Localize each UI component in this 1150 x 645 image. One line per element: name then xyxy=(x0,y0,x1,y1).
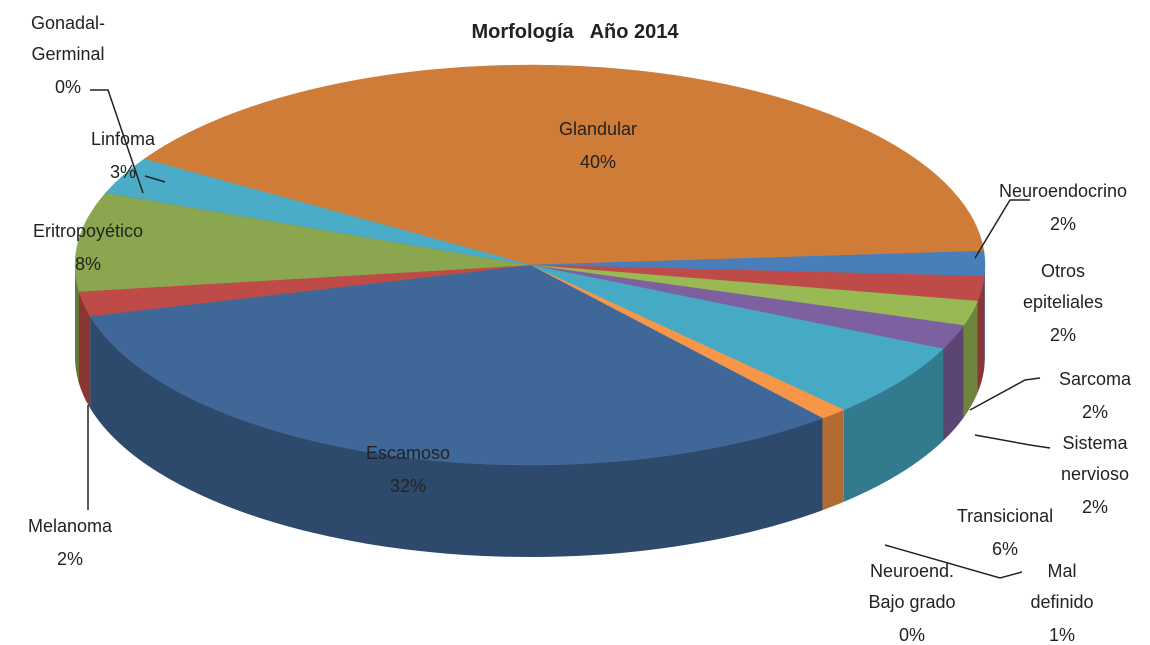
data-value-label: 2% xyxy=(1050,325,1076,345)
slice xyxy=(105,158,531,266)
slice xyxy=(74,192,531,292)
slice xyxy=(143,64,985,266)
slice-side xyxy=(943,325,964,441)
slice-side xyxy=(963,301,978,418)
labels: Glandular 40% Neuroendocrino 2% Otros epiteli… xyxy=(28,13,1132,645)
pie xyxy=(74,64,986,557)
data-label: Melanoma xyxy=(28,516,113,536)
slice-side xyxy=(78,291,91,409)
slice-side xyxy=(984,265,985,369)
leader-line xyxy=(90,89,144,194)
data-label: Escamoso xyxy=(366,443,450,463)
data-label: Glandular xyxy=(559,119,637,139)
slice-side xyxy=(977,276,985,394)
data-value-label: 40% xyxy=(580,152,616,172)
data-value-label: 0% xyxy=(899,625,925,645)
data-label: Eritropoyético xyxy=(33,221,143,241)
data-value-label: 8% xyxy=(75,254,101,274)
slice xyxy=(529,264,944,411)
data-value-label: 1% xyxy=(1049,625,1075,645)
chart-title: Morfología Año 2014 xyxy=(471,21,679,43)
leader-line xyxy=(974,434,1051,449)
slice-side xyxy=(822,409,844,511)
leader-line xyxy=(969,377,1041,411)
data-label: Neuroendocrino xyxy=(999,181,1127,201)
data-label: Sarcoma xyxy=(1059,369,1132,389)
data-value-label: 2% xyxy=(1082,497,1108,517)
data-value-label: 2% xyxy=(1082,402,1108,422)
data-label: Gonadal-Germinal xyxy=(31,13,105,64)
data-label: Linfoma xyxy=(91,129,156,149)
data-label: Neuroend. Bajo grado xyxy=(868,561,955,612)
leader-lines xyxy=(87,89,1051,579)
data-value-label: 0% xyxy=(55,77,81,97)
leader-line xyxy=(974,199,1030,259)
slice-side xyxy=(90,316,823,557)
data-value-label: 32% xyxy=(390,476,426,496)
data-label: Otros epiteliales xyxy=(1023,261,1103,312)
leader-line xyxy=(144,175,166,183)
data-value-label: 2% xyxy=(1050,214,1076,234)
slice-side xyxy=(75,265,79,384)
data-label: Transicional xyxy=(957,506,1053,526)
data-label: Mal definido xyxy=(1030,561,1093,612)
leader-line xyxy=(884,544,1023,579)
data-value-label: 3% xyxy=(110,162,136,182)
data-value-label: 6% xyxy=(992,539,1018,559)
slice-side xyxy=(843,348,944,502)
data-label: Sistema nervioso xyxy=(1061,433,1129,484)
data-value-label: 2% xyxy=(57,549,83,569)
slice xyxy=(89,264,824,466)
